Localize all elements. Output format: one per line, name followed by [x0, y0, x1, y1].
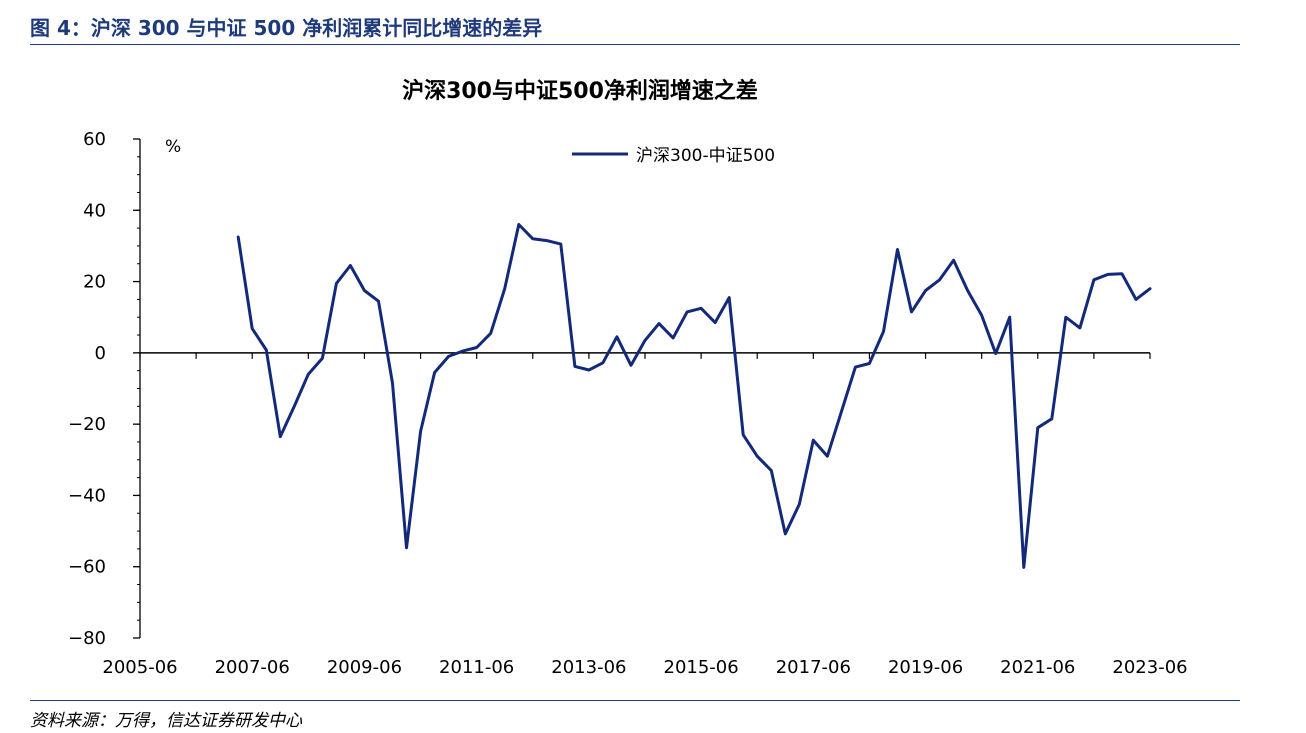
x-tick-label: 2021-06 — [1000, 657, 1075, 678]
y-tick-label: 40 — [83, 200, 106, 221]
x-tick-label: 2005-06 — [102, 657, 177, 678]
x-tick-label: 2015-06 — [664, 657, 739, 678]
figure-title: 图 4：沪深 300 与中证 500 净利润累计同比增速的差异 — [30, 16, 543, 40]
y-tick-label: −20 — [68, 414, 106, 435]
x-tick-label: 2017-06 — [776, 657, 851, 678]
x-tick-label: 2019-06 — [888, 657, 963, 678]
source-note: 资料来源：万得，信达证券研发中心 — [30, 711, 302, 731]
x-tick-label: 2023-06 — [1112, 657, 1187, 678]
x-tick-label: 2011-06 — [439, 657, 514, 678]
legend: 沪深300-中证500 — [572, 146, 775, 166]
x-tick-label: 2007-06 — [215, 657, 290, 678]
legend-label: 沪深300-中证500 — [636, 146, 775, 166]
y-tick-label: −80 — [68, 628, 106, 649]
axes: 60 40 20 0 −20 −40 −60 −80 2005-06 2007-06 2009-06… — [68, 129, 1188, 678]
top-divider — [30, 44, 1240, 45]
chart-title: 沪深300与中证500净利润增速之差 — [402, 78, 758, 104]
bottom-divider — [30, 700, 1240, 701]
y-tick-label: 60 — [83, 129, 106, 150]
y-tick-label: 20 — [83, 272, 106, 293]
y-tick-label: −60 — [68, 557, 106, 578]
x-tick-label: 2009-06 — [327, 657, 402, 678]
series-line-hs300-minus-csi500 — [236, 223, 1152, 569]
y-tick-label: −40 — [68, 485, 106, 506]
x-tick-label: 2013-06 — [551, 657, 626, 678]
line-chart: 沪深300与中证500净利润增速之差 % 沪深300-中证500 6040200… — [68, 78, 1188, 678]
y-axis-unit-label: % — [165, 137, 181, 157]
y-tick-label: 0 — [95, 343, 106, 364]
